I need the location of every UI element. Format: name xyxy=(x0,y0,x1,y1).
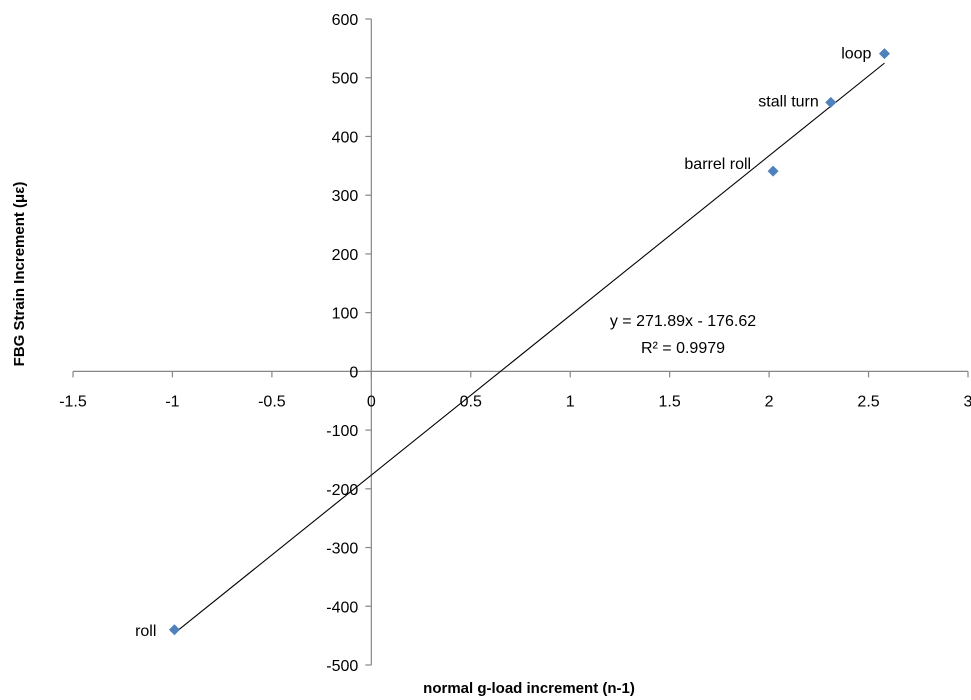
y-tick-label: -200 xyxy=(326,482,358,499)
data-point-marker xyxy=(168,624,180,636)
y-tick-label: -100 xyxy=(326,423,358,440)
y-tick-label: 400 xyxy=(332,129,359,146)
x-tick-label: 0.5 xyxy=(460,393,482,410)
trendline-group xyxy=(174,62,885,634)
y-tick-label: 600 xyxy=(332,12,359,29)
y-tick-label: 0 xyxy=(349,364,358,381)
data-points xyxy=(168,48,890,636)
x-tick-label: -0.5 xyxy=(258,393,286,410)
data-point-label: loop xyxy=(841,46,871,63)
data-point-label: stall turn xyxy=(758,93,818,110)
x-tick-label: -1.5 xyxy=(59,393,87,410)
data-point-label: barrel roll xyxy=(684,156,751,173)
y-tick-label: -400 xyxy=(326,599,358,616)
x-tick-label: -1 xyxy=(165,393,179,410)
x-tick-label: 2 xyxy=(765,393,774,410)
x-tick-label: 1 xyxy=(566,393,575,410)
data-point-marker xyxy=(767,165,779,177)
y-tick-label: 100 xyxy=(332,306,359,323)
r-squared-label: R² = 0.9979 xyxy=(641,340,725,357)
y-tick-label: 500 xyxy=(332,71,359,88)
trendline-equation: y = 271.89x - 176.62 xyxy=(610,313,756,330)
y-tick-label: -300 xyxy=(326,541,358,558)
point-labels: loop stall turn barrel roll roll xyxy=(135,46,871,640)
y-axis-title: FBG Strain Increment (με) xyxy=(11,182,28,367)
data-point-label: roll xyxy=(135,623,156,640)
y-tick-label: 200 xyxy=(332,247,359,264)
x-tick-label: 0 xyxy=(367,393,376,410)
data-point-marker xyxy=(878,48,890,60)
x-tick-label: 1.5 xyxy=(659,393,681,410)
y-tick-label: -500 xyxy=(326,658,358,675)
trendline xyxy=(174,62,885,634)
axes: -1.5 -1 -0.5 0 0.5 1 1.5 2 2.5 3 -500 -400 -300 -200 -… xyxy=(59,12,971,675)
x-tick-label: 3 xyxy=(964,393,971,410)
data-point-marker xyxy=(825,96,837,108)
x-tick-label: 2.5 xyxy=(857,393,879,410)
y-tick-label: 300 xyxy=(332,188,359,205)
x-axis-title: normal g-load increment (n-1) xyxy=(423,680,635,697)
